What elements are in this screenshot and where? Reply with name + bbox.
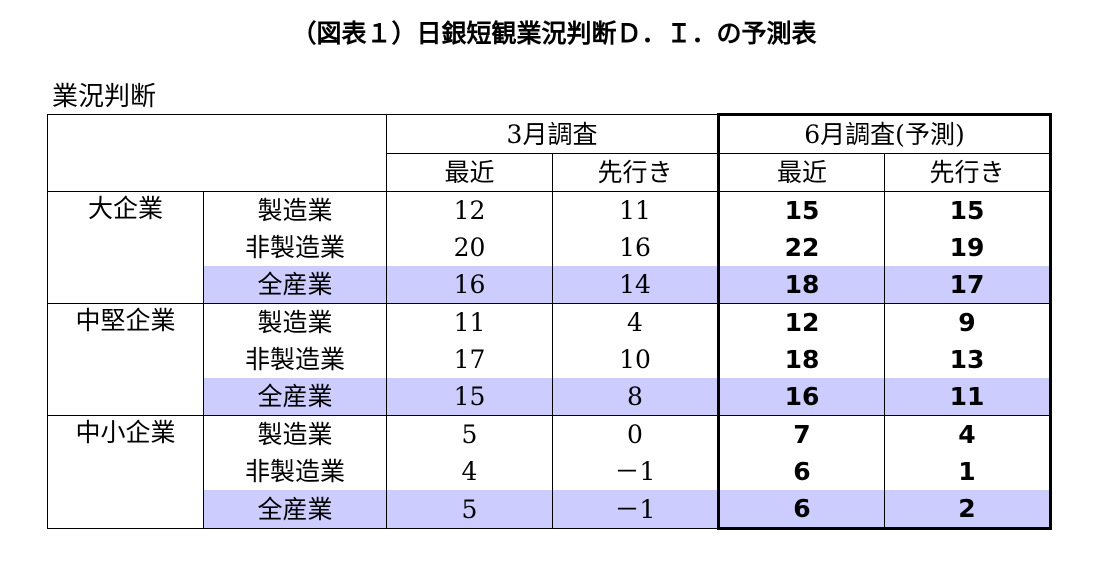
march-outlook-value: 10 (552, 341, 719, 378)
sector-label: 製造業 (203, 415, 387, 453)
june-outlook-value: 2 (884, 490, 1052, 530)
table-caption: 業況判断 (52, 82, 157, 112)
header-march-outlook: 先行き (552, 153, 719, 192)
company-size-label: 中堅企業 (47, 303, 204, 416)
june-recent-value: 7 (717, 415, 885, 453)
march-recent-value: 16 (386, 266, 553, 304)
june-recent-value: 15 (717, 191, 885, 229)
table-row: 全産業 5 －1 6 2 (48, 490, 1052, 530)
march-outlook-value: 16 (552, 229, 719, 266)
june-recent-value: 6 (717, 490, 885, 530)
march-outlook-value: －1 (552, 490, 719, 529)
company-size-label: 大企業 (47, 191, 204, 304)
table-row: 大企業 製造業 12 11 15 15 (47, 191, 1052, 304)
march-recent-value: 15 (386, 378, 553, 416)
march-outlook-value: 8 (552, 378, 719, 416)
table-row: 全産業 15 8 16 11 (48, 378, 1052, 416)
sector-label: 非製造業 (203, 341, 387, 378)
header-blank (47, 114, 387, 192)
march-recent-value: 11 (386, 303, 553, 341)
june-recent-value: 18 (717, 266, 885, 304)
june-outlook-value: 13 (884, 341, 1052, 378)
june-recent-value: 22 (717, 229, 885, 266)
june-recent-value: 12 (717, 303, 885, 341)
sector-label: 全産業 (203, 378, 387, 416)
header-june-recent: 最近 (717, 153, 885, 192)
march-recent-value: 12 (386, 191, 553, 229)
march-outlook-value: 14 (552, 266, 719, 304)
sector-label: 非製造業 (203, 453, 387, 490)
march-outlook-value: 11 (552, 191, 719, 229)
header-june: 6月調査(予測) (717, 113, 1052, 154)
march-recent-value: 4 (386, 453, 553, 490)
sector-label: 製造業 (203, 303, 387, 341)
table-row: 非製造業 17 10 18 13 (48, 341, 1052, 378)
page-title: （図表１）日銀短観業況判断Ｄ．Ｉ．の予測表 (291, 19, 817, 48)
table-row: 非製造業 4 －1 6 1 (48, 453, 1052, 490)
table-row: 中堅企業 製造業 11 4 12 9 (47, 303, 1052, 416)
table-row: 非製造業 20 16 22 19 (48, 229, 1052, 266)
table-row: 中小企業 製造業 5 0 7 4 (47, 415, 1052, 529)
march-outlook-value: －1 (552, 453, 719, 490)
june-outlook-value: 4 (884, 415, 1052, 453)
march-recent-value: 17 (386, 341, 553, 378)
march-outlook-value: 0 (552, 415, 719, 453)
sector-label: 全産業 (203, 266, 387, 304)
june-recent-value: 18 (717, 341, 885, 378)
march-recent-value: 5 (386, 415, 553, 453)
march-outlook-value: 4 (552, 303, 719, 341)
june-outlook-value: 1 (884, 453, 1052, 490)
june-recent-value: 6 (717, 453, 885, 490)
sector-label: 製造業 (203, 191, 387, 229)
di-forecast-table: 3月調査 6月調査(予測) 最近 先行き 最近 先行き 大企業 製造業 12 11 15… (47, 113, 1052, 530)
header-march: 3月調査 (386, 114, 719, 154)
june-outlook-value: 9 (884, 303, 1052, 341)
sector-label: 非製造業 (203, 229, 387, 266)
march-recent-value: 20 (386, 229, 553, 266)
sector-label: 全産業 (203, 490, 387, 529)
june-outlook-value: 15 (884, 191, 1052, 229)
header-june-outlook: 先行き (884, 153, 1052, 192)
march-recent-value: 5 (386, 490, 553, 529)
june-recent-value: 16 (717, 378, 885, 416)
june-outlook-value: 11 (884, 378, 1052, 416)
company-size-label: 中小企業 (47, 415, 204, 529)
header-march-recent: 最近 (386, 153, 553, 192)
june-outlook-value: 19 (884, 229, 1052, 266)
june-outlook-value: 17 (884, 266, 1052, 304)
